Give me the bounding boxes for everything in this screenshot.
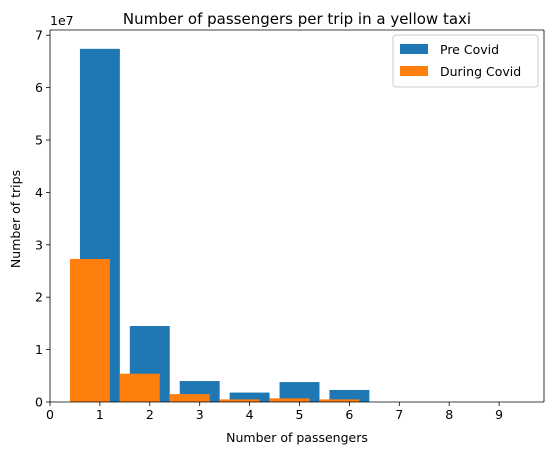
x-tick-label-6: 6 <box>345 407 353 422</box>
bar-during-covid-2 <box>119 373 160 402</box>
x-tick-label-9: 9 <box>495 407 503 422</box>
bar-during-covid-4 <box>219 399 260 402</box>
legend-label-during-covid: During Covid <box>440 64 521 79</box>
bar-pre-covid-4 <box>229 392 270 402</box>
bar-during-covid-3 <box>169 394 210 402</box>
y-tick-label-2: 2 <box>35 290 43 305</box>
y-tick-label-7: 7 <box>35 28 43 43</box>
x-tick-label-1: 1 <box>96 407 104 422</box>
y-axis-label: Number of trips <box>8 170 23 268</box>
bar-pre-covid-6 <box>329 389 370 402</box>
legend-swatch-pre-covid <box>400 44 428 54</box>
y-tick-label-1: 1 <box>35 342 43 357</box>
bar-during-covid-1 <box>69 258 110 402</box>
x-tick-label-4: 4 <box>246 407 254 422</box>
x-tick-label-3: 3 <box>196 407 204 422</box>
bar-during-covid-6 <box>319 399 360 402</box>
x-tick-label-8: 8 <box>445 407 453 422</box>
legend: Pre Covid During Covid <box>392 34 539 88</box>
x-tick-label-7: 7 <box>395 407 403 422</box>
bar-during-covid-5 <box>269 398 310 402</box>
legend-swatch-during-covid <box>400 66 428 76</box>
y-tick-label-6: 6 <box>35 80 43 95</box>
x-tick-label-0: 0 <box>46 407 54 422</box>
x-axis-label: Number of passengers <box>226 430 368 445</box>
ticks-layer: 0 1 2 3 4 5 6 7 8 9 0 1 2 3 4 5 6 7 <box>35 28 503 422</box>
y-tick-label-5: 5 <box>35 133 43 148</box>
axes-layer <box>49 29 545 403</box>
legend-frame <box>392 34 539 88</box>
x-tick-label-2: 2 <box>146 407 154 422</box>
bars-layer <box>69 48 370 403</box>
legend-label-pre-covid: Pre Covid <box>440 42 499 57</box>
y-tick-label-0: 0 <box>35 395 43 410</box>
chart-title: Number of passengers per trip in a yello… <box>123 10 471 28</box>
bar-pre-covid-5 <box>279 382 320 402</box>
y-tick-label-4: 4 <box>35 185 43 200</box>
y-tick-label-3: 3 <box>35 237 43 252</box>
x-tick-label-5: 5 <box>296 407 304 422</box>
y-axis-offset-label: 1e7 <box>50 13 74 28</box>
